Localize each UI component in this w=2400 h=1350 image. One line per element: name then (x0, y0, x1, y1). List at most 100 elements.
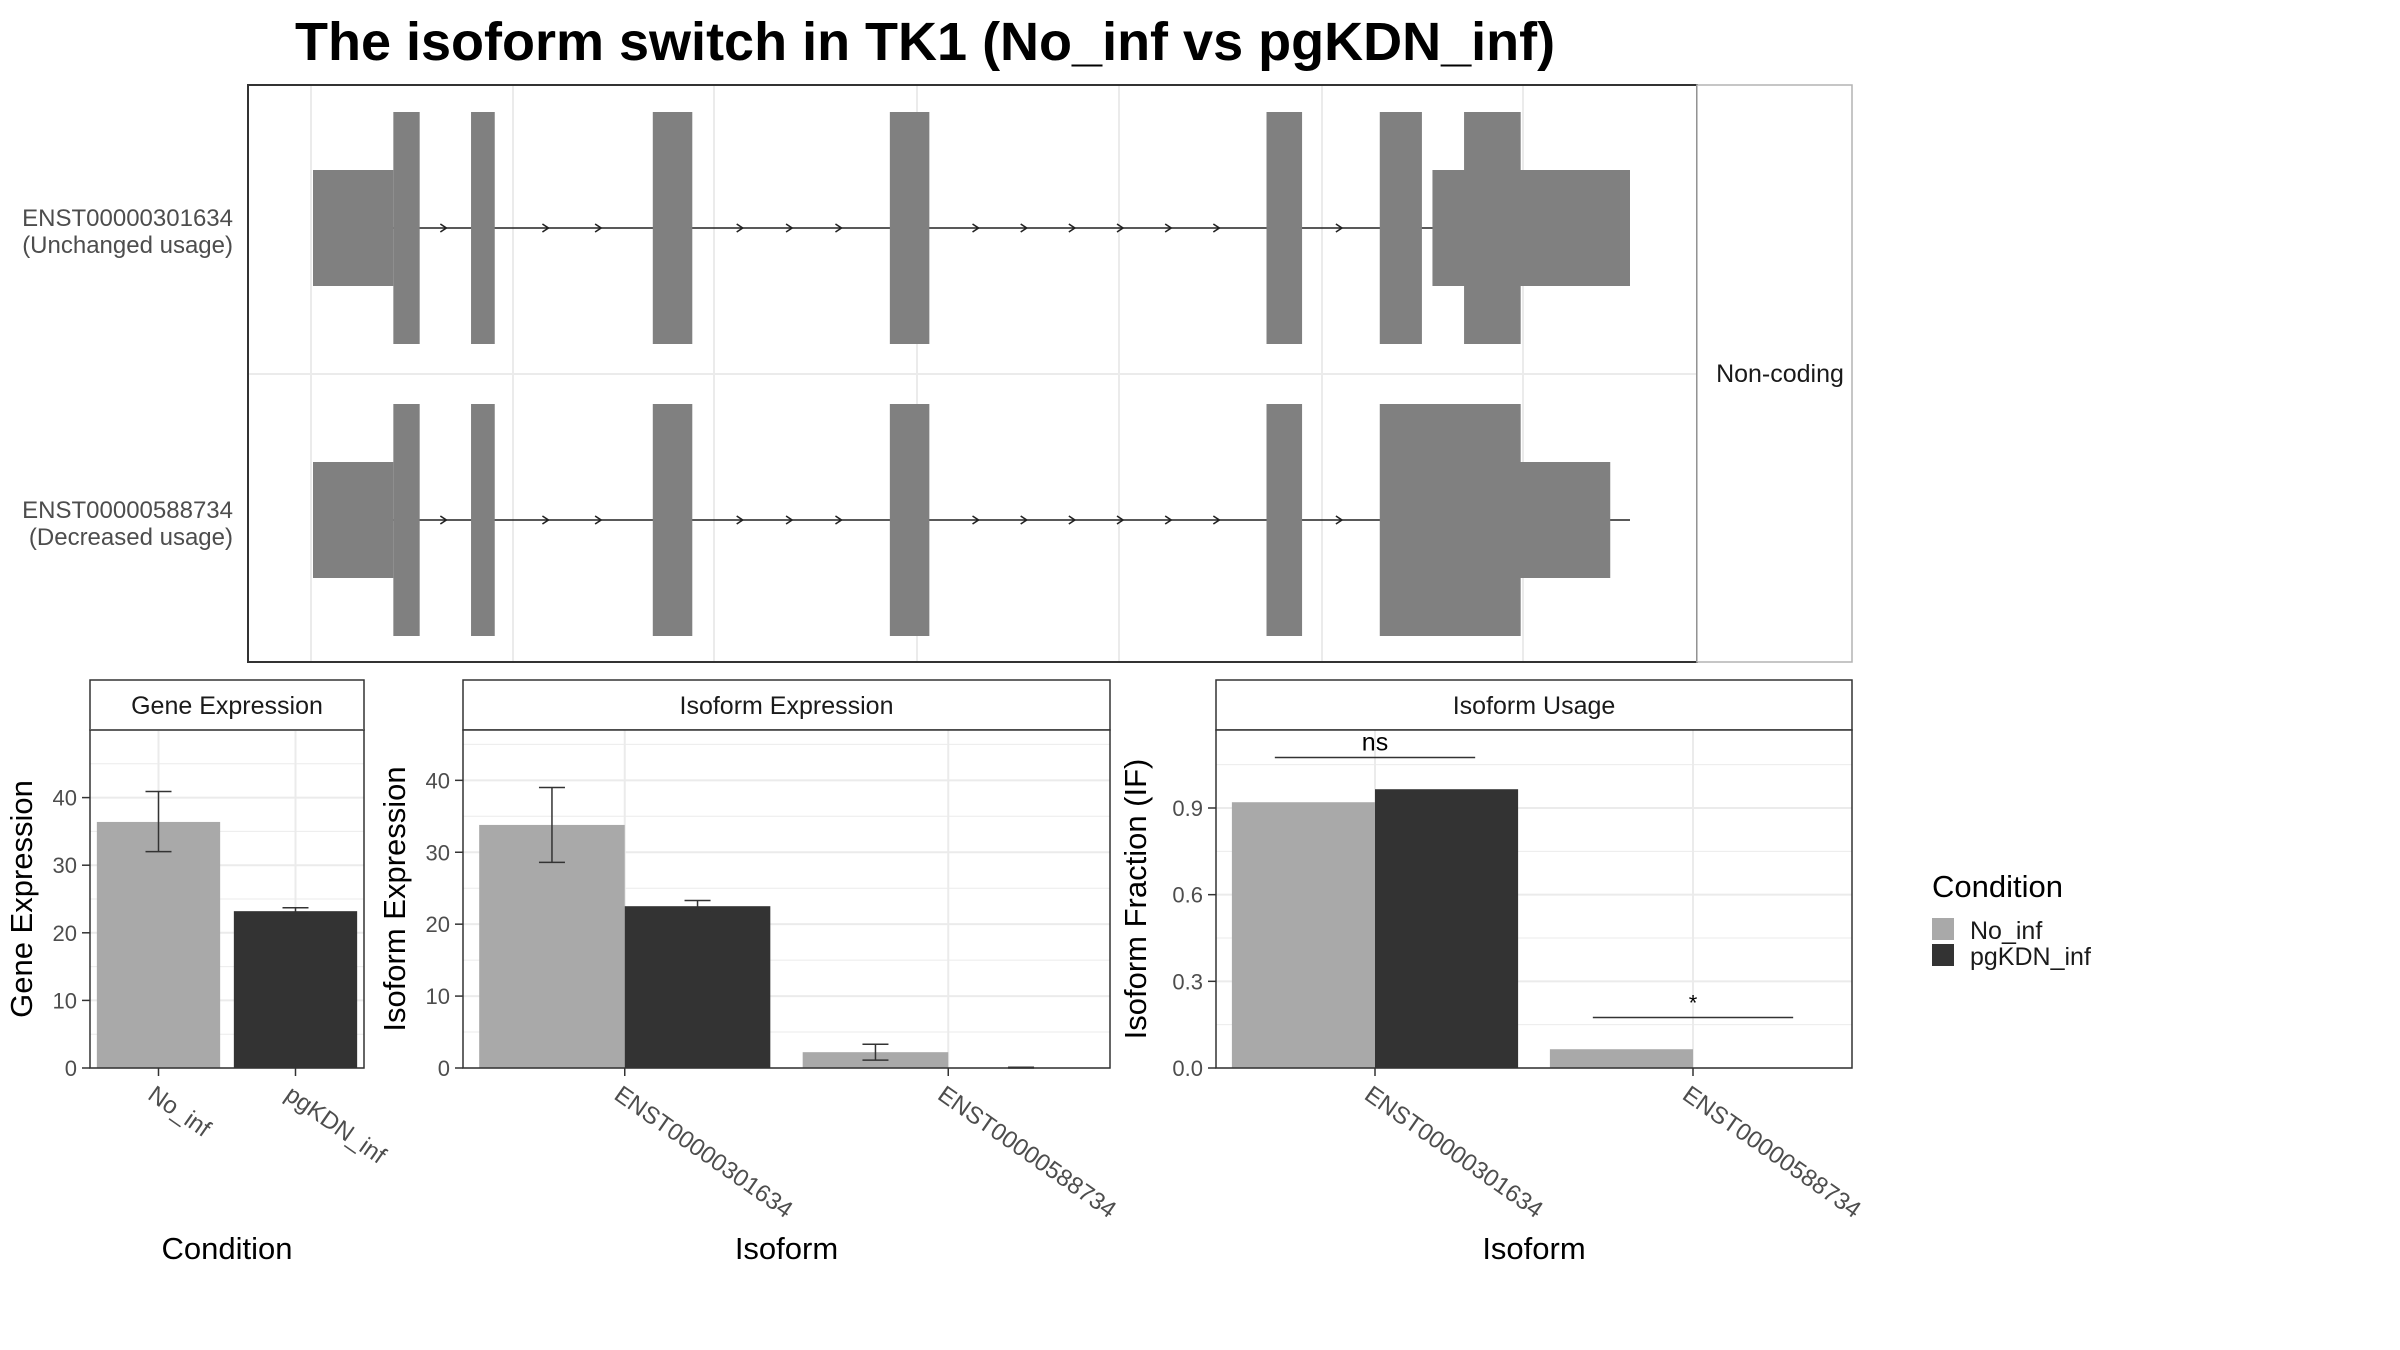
y-tick-label: 40 (53, 786, 77, 811)
bar-no-inf-enst00000301634 (479, 824, 625, 1068)
intron-arrow (1020, 515, 1029, 525)
coding-exon (889, 112, 930, 344)
y-tick-label: 20 (53, 921, 77, 946)
bar-no-inf (96, 821, 221, 1068)
panel-strip-box (1215, 679, 1853, 731)
y-tick-label: 0.0 (1172, 1056, 1203, 1081)
x-tick-label: No_inf (143, 1081, 216, 1143)
y-tick-label: 10 (53, 988, 77, 1013)
legend-label-no-inf: No_inf (1970, 917, 2042, 945)
coding-exon (1266, 404, 1303, 636)
intron-arrow (972, 223, 980, 233)
coding-exon (471, 404, 495, 636)
significance-label: * (1689, 990, 1698, 1015)
intron-arrow (1116, 515, 1125, 525)
utr-exon (313, 462, 394, 578)
intron-arrow (1164, 223, 1173, 233)
y-tick-label: 0.6 (1172, 883, 1203, 908)
coding-exon (471, 112, 495, 344)
transcript-id-label: ENST00000588734 (22, 497, 233, 524)
x-tick-label: ENST00000301634 (1360, 1081, 1548, 1224)
intron-arrow (1335, 223, 1344, 233)
y-axis-title: Gene Expression (4, 780, 39, 1018)
y-axis-title: Isoform Expression (377, 766, 412, 1031)
y-tick-label: 30 (53, 853, 77, 878)
panel-strip-label: Isoform Usage (1453, 692, 1616, 720)
bar-no-inf-enst00000588734 (1549, 1049, 1693, 1068)
panel-border (89, 729, 365, 1069)
isoform-usage-panel: Isoform Usage ns * 0.0 0.3 0.6 0.9 ENST00000301… (1118, 679, 1866, 1266)
x-tick-label: pgKDN_inf (280, 1081, 391, 1170)
utr-exon (1432, 170, 1630, 286)
intron-arrow (835, 515, 843, 525)
intron-arrow (835, 223, 843, 233)
transcript-usage-label: (Unchanged usage) (22, 232, 233, 259)
intron-arrow (439, 515, 448, 525)
panel-border (1215, 729, 1853, 1069)
transcript-usage-label: (Decreased usage) (29, 524, 233, 551)
structure-strip-label: Non-coding (1716, 360, 1844, 388)
gene-expression-panel: Gene Expression 0 10 20 30 40 No_inf pgKDN_inf C… (4, 679, 391, 1266)
y-axis-title: Isoform Fraction (IF) (1118, 759, 1153, 1040)
intron-arrow (785, 515, 794, 525)
intron-arrow (736, 515, 745, 525)
intron-arrow (439, 223, 448, 233)
y-tick-label: 10 (426, 984, 450, 1009)
y-tick-label: 30 (426, 840, 450, 865)
coding-exon (1379, 404, 1521, 636)
intron-arrow (594, 515, 603, 525)
intron-arrow (1212, 223, 1221, 233)
bar-pgkdn-inf-enst00000301634 (624, 906, 771, 1068)
intron-arrow (736, 223, 745, 233)
intron-arrow (1212, 515, 1221, 525)
intron-arrow (972, 515, 980, 525)
coding-exon (889, 404, 930, 636)
intron-arrow (1020, 223, 1029, 233)
bar-pgkdn-inf-enst00000301634 (1375, 789, 1519, 1068)
legend-label-pgkdn-inf: pgKDN_inf (1970, 943, 2091, 971)
intron-arrow (1068, 223, 1077, 233)
coding-exon (393, 404, 420, 636)
coding-exon (1266, 112, 1303, 344)
panel-strip-label: Isoform Expression (680, 692, 894, 720)
x-axis-title: Condition (162, 1231, 293, 1266)
coding-exon (1379, 112, 1422, 344)
bar-no-inf-enst00000301634 (1231, 802, 1375, 1068)
legend-swatch-no-inf (1932, 918, 1954, 940)
x-axis-title: Isoform (735, 1231, 838, 1266)
intron-arrow (594, 223, 603, 233)
y-tick-label: 0.3 (1172, 969, 1203, 994)
bar-pgkdn-inf (233, 911, 358, 1068)
figure-title: The isoform switch in TK1 (No_inf vs pgK… (295, 12, 1555, 72)
intron-arrow (541, 515, 550, 525)
legend: Condition No_inf pgKDN_inf (1932, 869, 2091, 971)
panel-strip-box (89, 679, 365, 731)
intron-arrow (541, 223, 550, 233)
intron-arrow (1116, 223, 1125, 233)
isoform-structure-panel: ENST00000301634(Unchanged usage) ENST0000… (22, 84, 1853, 663)
utr-exon (313, 170, 394, 286)
transcript-id-label: ENST00000301634 (22, 205, 233, 232)
x-tick-label: ENST00000301634 (609, 1081, 797, 1224)
y-tick-label: 0.9 (1172, 796, 1203, 821)
x-tick-label: ENST00000588734 (933, 1081, 1121, 1224)
legend-title: Condition (1932, 869, 2063, 904)
y-tick-label: 0 (65, 1056, 77, 1081)
y-tick-label: 40 (426, 768, 450, 793)
panel-strip-label: Gene Expression (131, 692, 323, 720)
x-axis-title: Isoform (1482, 1231, 1585, 1266)
intron-arrow (1164, 515, 1173, 525)
coding-exon (1464, 112, 1521, 344)
legend-swatch-pgkdn-inf (1932, 944, 1954, 966)
coding-exon (652, 112, 693, 344)
coding-exon (393, 112, 420, 344)
significance-label: ns (1362, 728, 1388, 756)
y-tick-label: 0 (438, 1056, 450, 1081)
y-tick-label: 20 (426, 912, 450, 937)
intron-arrow (1068, 515, 1077, 525)
intron-arrow (1335, 515, 1344, 525)
intron-arrow (785, 223, 794, 233)
isoform-expression-panel: Isoform Expression 0 10 20 30 40 ENST000003016… (377, 679, 1121, 1266)
coding-exon (652, 404, 693, 636)
